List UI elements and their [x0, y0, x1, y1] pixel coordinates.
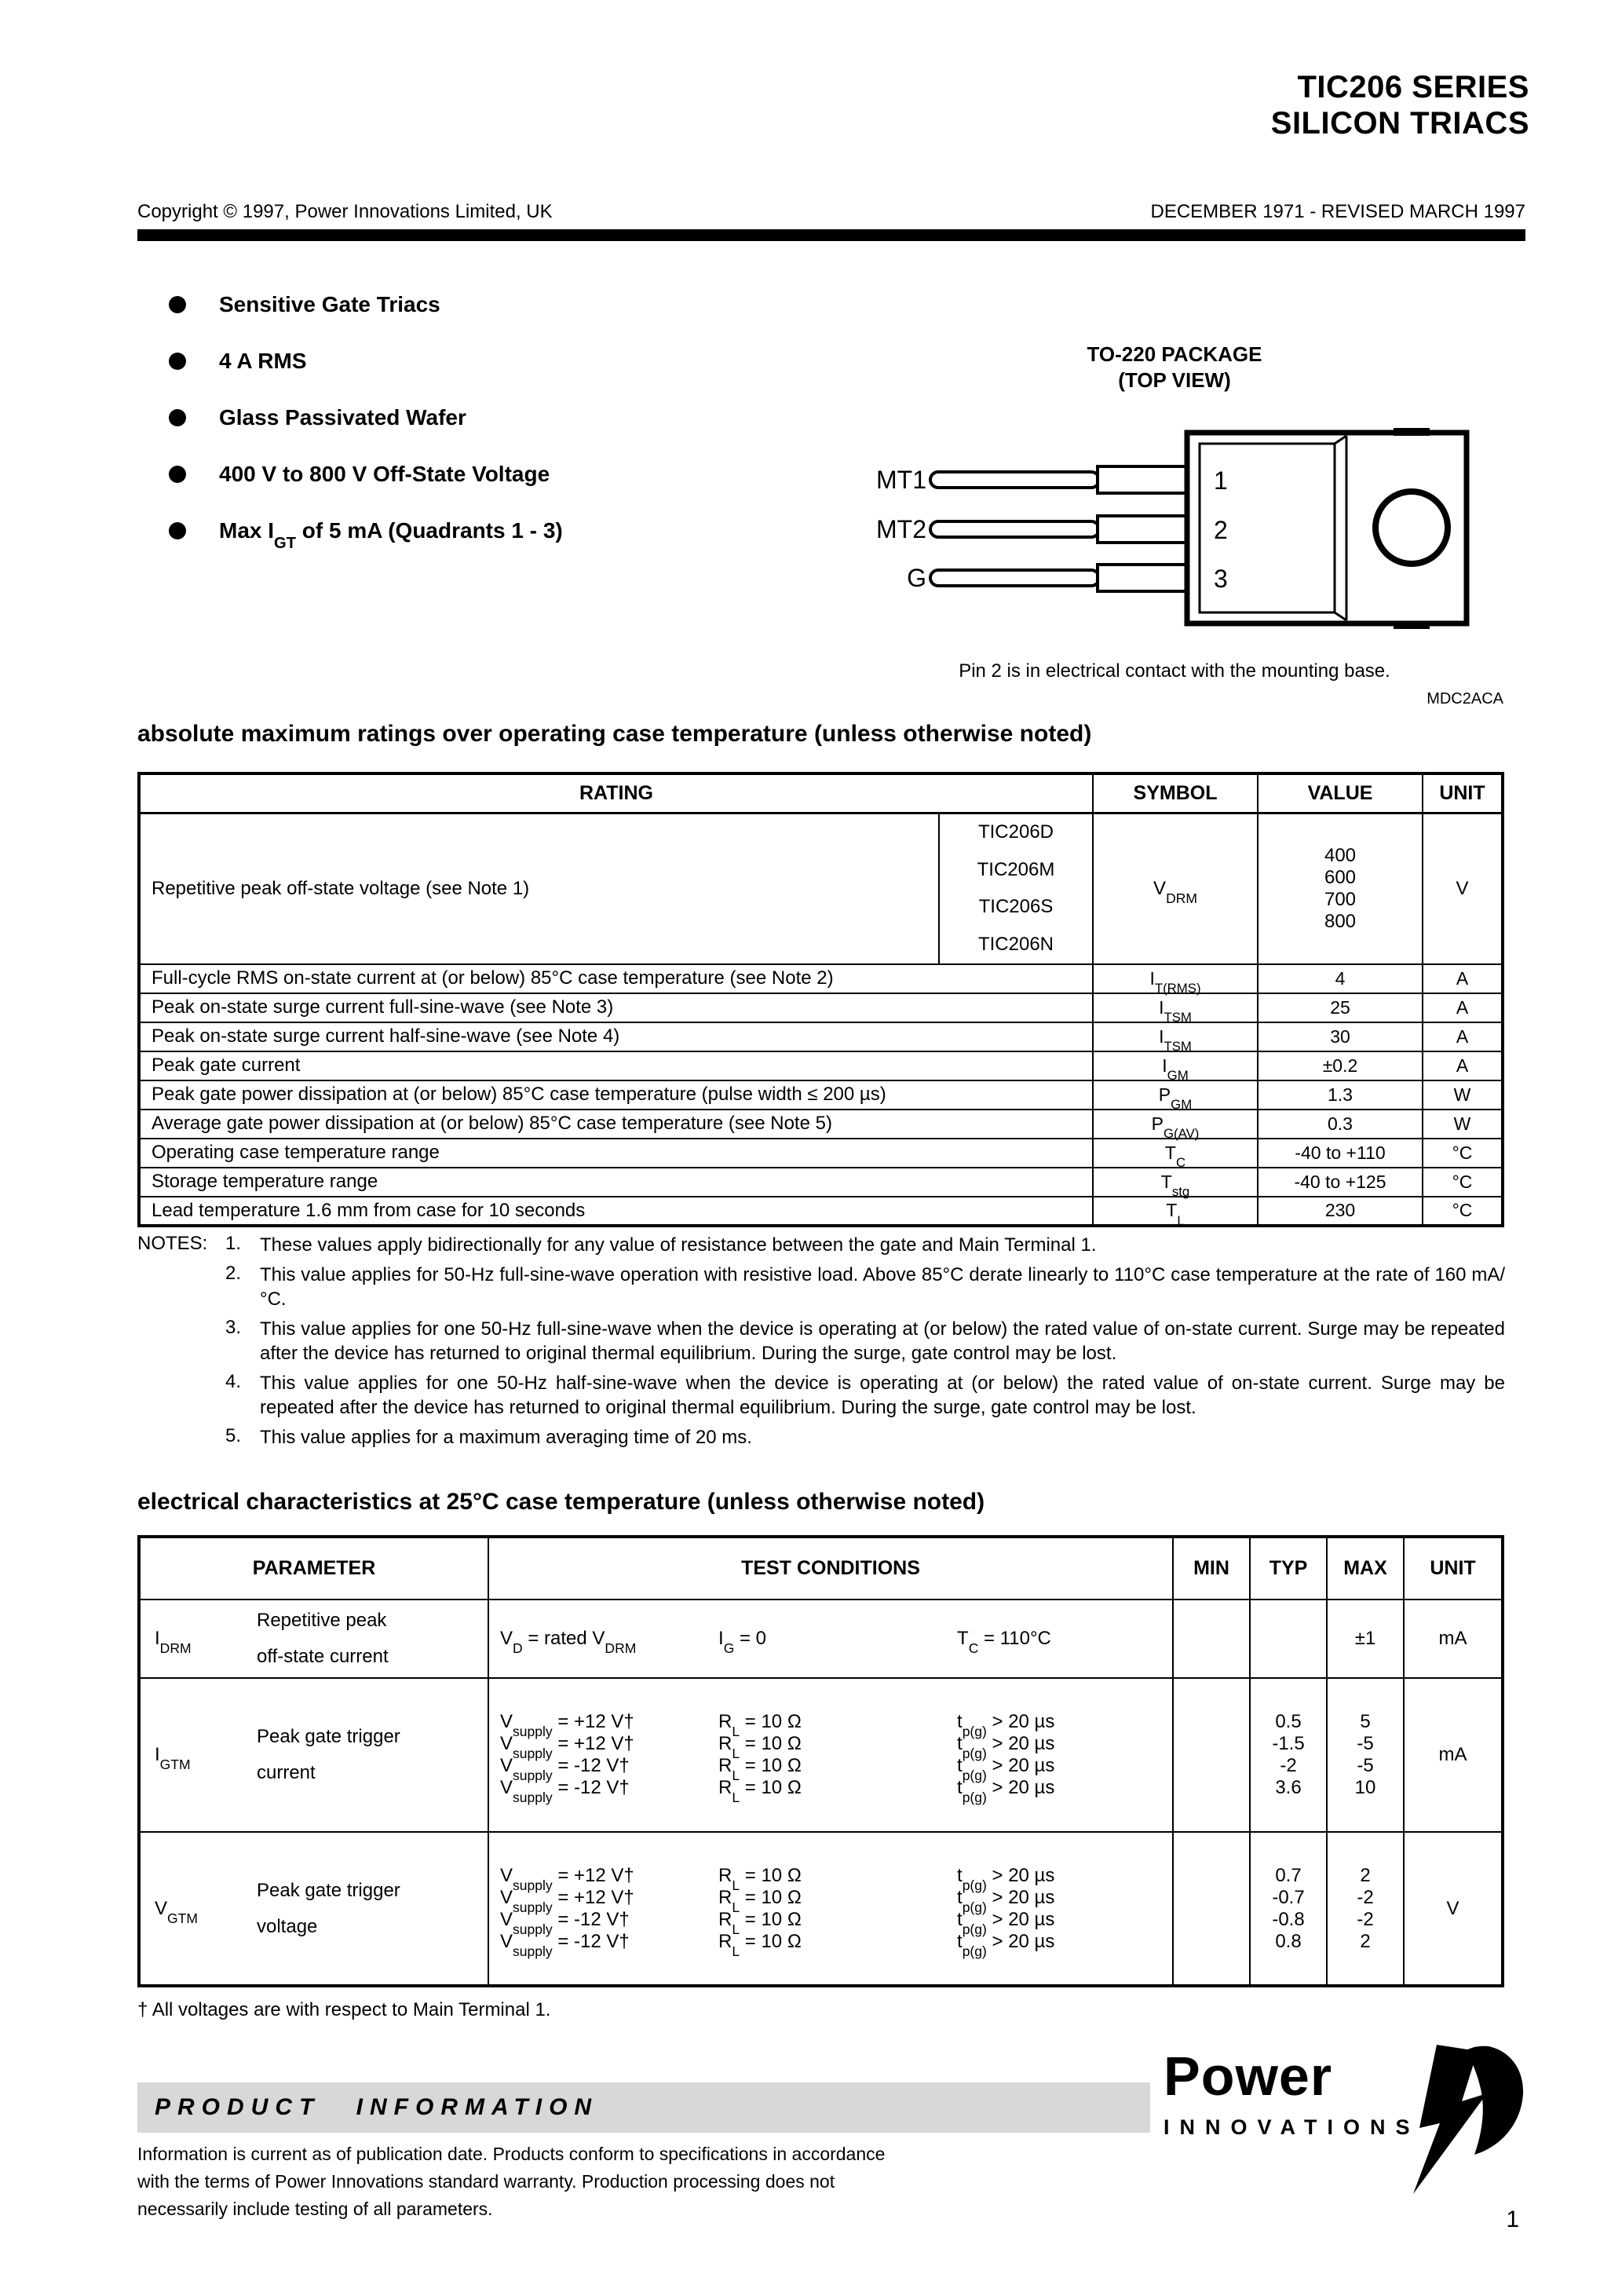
note-item: 4. This value applies for one 50-Hz half…: [225, 1371, 1505, 1418]
revision-text: DECEMBER 1971 - REVISED MARCH 1997: [1150, 201, 1526, 222]
elec-heading: electrical characteristics at 25°C case …: [137, 1489, 985, 1515]
figure-code: MDC2ACA: [1427, 690, 1503, 707]
feature-item: Glass Passivated Wafer: [169, 405, 563, 430]
bullet-icon: [169, 353, 186, 370]
table-row: VGTM Peak gate trigger voltage Vsupply =…: [138, 1831, 1504, 1987]
page-number: 1: [1506, 2206, 1519, 2232]
max-cell: 2 -2 -2 2: [1326, 1831, 1405, 1987]
typ-cell: [1249, 1599, 1328, 1679]
feature-item: Max IGT of 5 mA (Quadrants 1 - 3): [169, 518, 563, 551]
table-row: Repetitive peak off-state voltage (see N…: [138, 812, 1503, 965]
unit-cell: V: [1422, 812, 1503, 965]
max-cell: 5 -5 -5 10: [1326, 1677, 1405, 1833]
unit-cell: V: [1403, 1831, 1504, 1987]
table-header-row: RATING SYMBOL VALUE UNIT: [138, 773, 1503, 814]
table-header-row: PARAMETER TEST CONDITIONS MIN TYP MAX UN…: [137, 1536, 1504, 1600]
col-header-rating: RATING: [138, 773, 1094, 814]
notes-label: NOTES:: [137, 1233, 208, 1254]
value-cell: 400 600 700 800: [1257, 812, 1423, 965]
col-header-symbol: SYMBOL: [1092, 773, 1259, 814]
col-header-typ: TYP: [1249, 1536, 1328, 1600]
product-information-band: PRODUCT INFORMATION: [137, 2082, 1150, 2133]
col-header-unit: UNIT: [1403, 1536, 1504, 1600]
col-header-value: VALUE: [1257, 773, 1423, 814]
brand-subtitle: INNOVATIONS: [1164, 2115, 1420, 2139]
bullet-icon: [169, 466, 186, 483]
abs-max-heading: absolute maximum ratings over operating …: [137, 721, 1092, 747]
table-row: Peak on-state surge current full-sine-wa…: [138, 992, 1503, 1024]
col-header-unit: UNIT: [1422, 773, 1503, 814]
min-cell: [1172, 1831, 1251, 1987]
typ-cell: 0.7 -0.7 -0.8 0.8: [1249, 1831, 1328, 1987]
rating-text: Repetitive peak off-state voltage (see N…: [152, 877, 530, 899]
header-rule: [137, 229, 1525, 241]
dagger-footnote: † All voltages are with respect to Main …: [137, 1999, 551, 2020]
table-row: Peak gate current IGM ±0.2 A: [138, 1050, 1503, 1082]
title-line-1: TIC206 SERIES: [1297, 70, 1529, 104]
feature-item: 400 V to 800 V Off-State Voltage: [169, 462, 563, 487]
package-subtitle: (TOP VIEW): [1118, 368, 1231, 392]
package-title: TO-220 PACKAGE: [1087, 342, 1262, 366]
pin-label-g: G: [907, 564, 926, 592]
elec-table: PARAMETER TEST CONDITIONS MIN TYP MAX UN…: [137, 1535, 1505, 1987]
note-item: 5. This value applies for a maximum aver…: [225, 1425, 752, 1448]
pin-number-3: 3: [1214, 565, 1228, 593]
bullet-icon: [169, 296, 186, 313]
feature-list: Sensitive Gate Triacs 4 A RMS Glass Pass…: [169, 292, 563, 575]
table-row: Operating case temperature range TC -40 …: [138, 1137, 1503, 1169]
header-meta: Copyright © 1997, Power Innovations Limi…: [137, 201, 1525, 223]
package-figure: TO-220 PACKAGE (TOP VIEW) MT1: [848, 342, 1547, 708]
col-header-min: MIN: [1172, 1536, 1251, 1600]
bullet-icon: [169, 409, 186, 426]
pin-label-mt1: MT1: [876, 466, 926, 494]
table-row: Lead temperature 1.6 mm from case for 10…: [138, 1195, 1503, 1227]
power-innovations-logo: Power INNOVATIONS: [1164, 2045, 1532, 2194]
title-line-2: SILICON TRIACS: [1270, 106, 1529, 141]
pin-number-2: 2: [1214, 516, 1228, 544]
pin-label-mt2: MT2: [876, 515, 926, 543]
table-row: Full-cycle RMS on-state current at (or b…: [138, 963, 1503, 995]
note-item: 3. This value applies for one 50-Hz full…: [225, 1317, 1505, 1364]
pin-number-1: 1: [1214, 466, 1228, 495]
min-cell: [1172, 1677, 1251, 1833]
feature-item: 4 A RMS: [169, 349, 563, 374]
unit-cell: mA: [1403, 1677, 1504, 1833]
col-header-parameter: PARAMETER: [137, 1536, 490, 1600]
feature-item: Sensitive Gate Triacs: [169, 292, 563, 317]
lightning-bolt-icon: [1413, 2045, 1524, 2194]
table-row: Average gate power dissipation at (or be…: [138, 1108, 1503, 1140]
abs-max-table: RATING SYMBOL VALUE UNIT Repetitive peak…: [137, 772, 1504, 1227]
table-row: IDRM Repetitive peak off-state current V…: [138, 1599, 1504, 1679]
typ-cell: 0.5 -1.5 -2 3.6: [1249, 1677, 1328, 1833]
table-row: IGTM Peak gate trigger current Vsupply =…: [138, 1677, 1504, 1833]
note-item: NOTES: 1. These values apply bidirection…: [137, 1233, 1097, 1256]
package-caption: Pin 2 is in electrical contact with the …: [959, 660, 1390, 682]
table-row: Peak gate power dissipation at (or below…: [138, 1079, 1503, 1111]
table-row: Peak on-state surge current half-sine-wa…: [138, 1021, 1503, 1053]
symbol-cell: VDRM: [1092, 812, 1259, 965]
disclaimer-text: Information is current as of publication…: [137, 2144, 886, 2219]
min-cell: [1172, 1599, 1251, 1679]
brand-name: Power: [1164, 2046, 1333, 2107]
product-information-label: PRODUCT INFORMATION: [155, 2094, 599, 2120]
page-title: TIC206 SERIES SILICON TRIACS: [1271, 69, 1529, 141]
unit-cell: mA: [1403, 1599, 1504, 1679]
to220-package-diagram-icon: MT1 MT2 G 1 2 3: [876, 428, 1470, 629]
copyright-text: Copyright © 1997, Power Innovations Limi…: [137, 201, 553, 222]
bullet-icon: [169, 522, 186, 539]
col-header-max: MAX: [1326, 1536, 1405, 1600]
notes-block: NOTES: 1. These values apply bidirection…: [137, 1233, 1505, 1455]
table-row: Storage temperature range Tstg -40 to +1…: [138, 1166, 1503, 1198]
device-variants: TIC206D TIC206M TIC206S TIC206N: [938, 813, 1092, 963]
col-header-conditions: TEST CONDITIONS: [488, 1536, 1174, 1600]
note-item: 2. This value applies for 50-Hz full-sin…: [225, 1263, 1505, 1310]
max-cell: ±1: [1326, 1599, 1405, 1679]
